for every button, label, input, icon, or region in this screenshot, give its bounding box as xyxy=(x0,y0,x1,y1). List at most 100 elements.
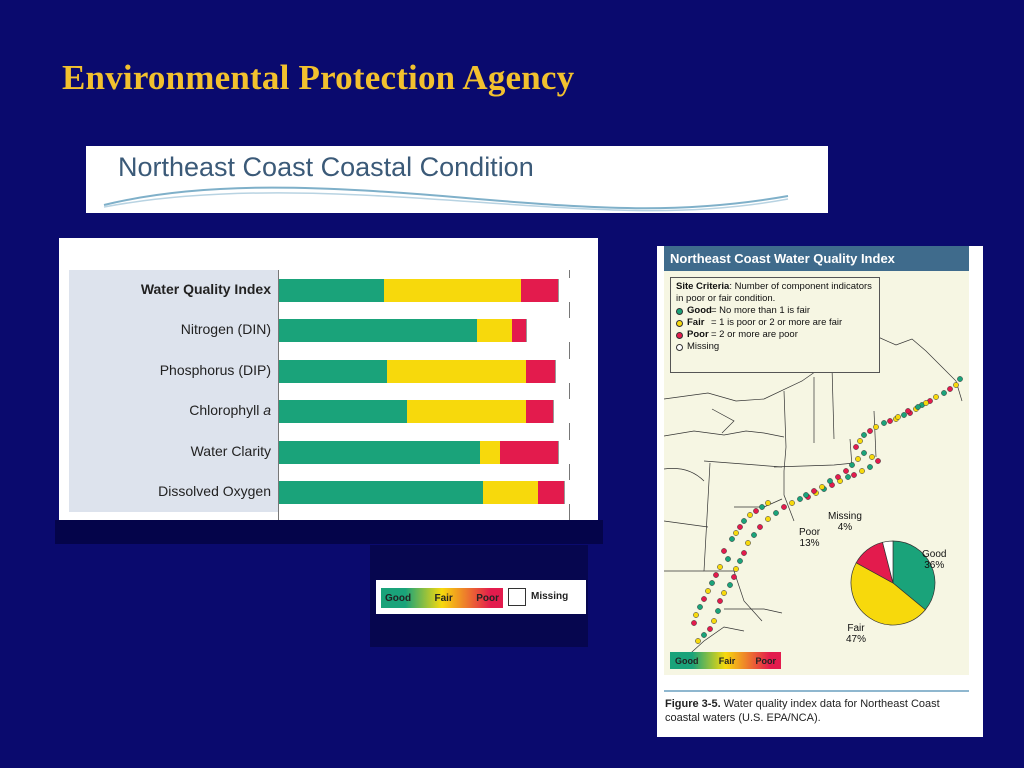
site-marker xyxy=(875,458,881,464)
pie-chart xyxy=(850,540,936,626)
site-marker xyxy=(709,580,715,586)
site-marker xyxy=(731,574,737,580)
bar-segment-poor xyxy=(526,359,556,383)
bar-category-label: Chlorophyll a xyxy=(189,402,271,419)
figure-caption: Figure 3-5. Water quality index data for… xyxy=(665,697,965,725)
stacked-bar xyxy=(279,480,570,504)
site-marker xyxy=(727,582,733,588)
site-marker xyxy=(733,566,739,572)
fair-dot-icon xyxy=(676,319,683,327)
site-marker xyxy=(849,462,855,468)
bar-segment-poor xyxy=(511,319,527,343)
stacked-bar xyxy=(279,278,570,302)
northeast-coast-map xyxy=(664,306,963,662)
site-marker xyxy=(773,510,779,516)
bar-segment-missing xyxy=(558,279,570,302)
bar-segment-poor xyxy=(520,279,559,302)
site-marker xyxy=(765,516,771,522)
legend-poor-label: Poor xyxy=(476,592,499,604)
site-marker xyxy=(725,556,731,562)
site-criteria-box: Site Criteria: Number of component indic… xyxy=(670,277,880,373)
pie-label-pct: 13% xyxy=(799,538,820,549)
site-marker xyxy=(721,548,727,554)
pie-label-missing: Missing 4% xyxy=(828,511,862,533)
caption-divider xyxy=(664,690,969,692)
site-marker xyxy=(851,472,857,478)
site-marker xyxy=(733,530,739,536)
bar-segment-missing xyxy=(564,481,570,504)
stacked-bar xyxy=(279,358,570,383)
site-marker xyxy=(901,412,907,418)
banner-title: Northeast Coast Coastal Condition xyxy=(118,152,534,182)
bar-segment-good xyxy=(279,440,480,464)
site-marker xyxy=(957,376,963,382)
site-marker xyxy=(827,478,833,484)
site-marker xyxy=(803,492,809,498)
site-marker xyxy=(691,620,697,626)
map-area: Site Criteria: Number of component indic… xyxy=(664,271,969,675)
site-marker xyxy=(741,550,747,556)
bar-segment-fair xyxy=(383,279,521,302)
pie-label-pct: 47% xyxy=(846,634,867,645)
criteria-label: Missing xyxy=(687,341,720,352)
stacked-bar xyxy=(279,318,570,343)
bar-segment-poor xyxy=(526,400,553,424)
condition-gradient-legend: Good Fair Poor xyxy=(381,588,503,608)
site-marker xyxy=(923,400,929,406)
site-marker xyxy=(861,432,867,438)
site-marker xyxy=(751,532,757,538)
bar-chart-legend: Good Fair Poor Missing xyxy=(376,580,586,614)
pie-slice-good xyxy=(892,540,936,611)
site-marker xyxy=(721,590,727,596)
criteria-label: Good xyxy=(687,305,712,316)
criteria-label: Fair xyxy=(687,317,705,328)
bar-segment-good xyxy=(279,319,477,343)
bar-category-label: Water Quality Index xyxy=(140,281,271,297)
criteria-desc: = 2 or more are poor xyxy=(711,329,798,340)
pie-label-text: Good xyxy=(922,549,947,560)
slide-title: Environmental Protection Agency xyxy=(62,58,575,97)
site-marker xyxy=(729,536,735,542)
site-marker xyxy=(819,484,825,490)
bar-category-label: Water Clarity xyxy=(190,442,271,459)
pie-label-pct: 4% xyxy=(837,522,853,533)
bar-segment-poor xyxy=(500,440,559,464)
criteria-row-poor: Poor = 2 or more are poor xyxy=(676,329,874,341)
missing-dot-icon xyxy=(676,343,683,351)
site-marker xyxy=(701,632,707,638)
pie-label-text: Fair xyxy=(847,623,865,634)
site-marker xyxy=(741,518,747,524)
good-dot-icon xyxy=(676,307,683,315)
site-marker xyxy=(853,444,859,450)
site-marker xyxy=(697,604,703,610)
bar-chart-panel: Water Quality Index Nitrogen (DIN) Phospho… xyxy=(59,238,598,520)
site-marker xyxy=(705,588,711,594)
criteria-row-fair: Fair = 1 is poor or 2 or more are fair xyxy=(676,317,874,329)
site-marker xyxy=(701,596,707,602)
criteria-desc: = No more than 1 is fair xyxy=(711,305,811,316)
bar-segment-missing xyxy=(552,400,570,424)
site-marker xyxy=(713,572,719,578)
bar-chart-plot xyxy=(278,270,570,520)
site-marker xyxy=(953,382,959,388)
pie-label-text: Poor xyxy=(799,527,821,538)
bar-segment-poor xyxy=(537,481,565,504)
site-marker xyxy=(869,454,875,460)
site-marker xyxy=(843,468,849,474)
bar-segment-good xyxy=(279,279,384,302)
site-marker xyxy=(933,394,939,400)
site-marker xyxy=(745,540,751,546)
site-marker xyxy=(859,468,865,474)
site-marker xyxy=(757,524,763,530)
site-marker xyxy=(781,504,787,510)
stacked-bar xyxy=(279,399,570,424)
map-gradient-legend: Good Fair Poor xyxy=(670,652,781,669)
map-legend-good: Good xyxy=(675,655,699,666)
map-legend-fair: Fair xyxy=(718,655,736,666)
bar-segment-fair xyxy=(386,359,527,383)
site-marker xyxy=(835,474,841,480)
site-marker xyxy=(867,428,873,434)
criteria-title: Site Criteria xyxy=(676,281,730,292)
site-marker xyxy=(707,626,713,632)
caption-text: Water quality index data for Northeast C… xyxy=(665,698,940,724)
